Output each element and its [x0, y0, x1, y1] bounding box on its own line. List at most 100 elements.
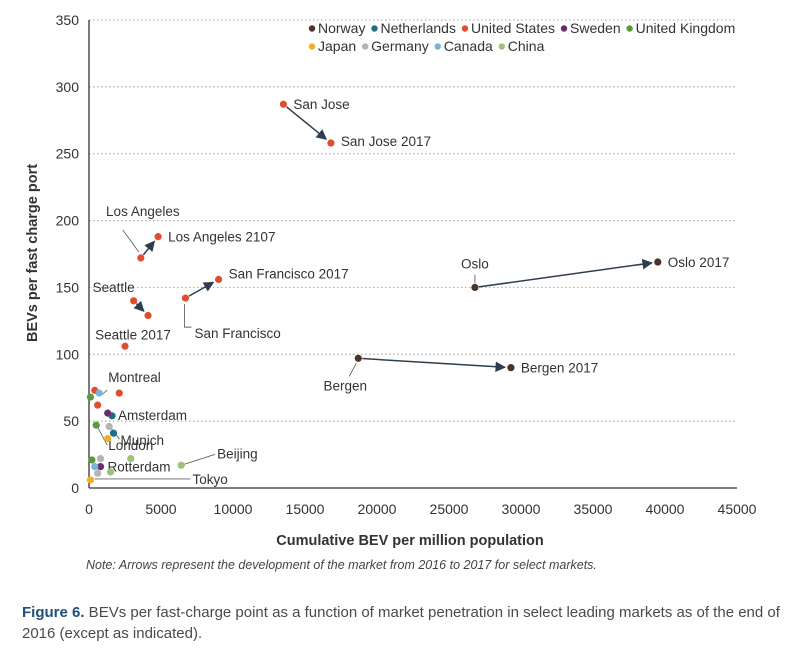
data-point: [96, 463, 105, 471]
point-label: San Francisco 2017: [229, 266, 349, 281]
x-tick-label: 0: [85, 501, 93, 517]
legend-label: Netherlands: [380, 20, 456, 36]
x-tick-label: 45000: [718, 501, 757, 517]
data-points: [86, 100, 662, 484]
point-label: Oslo: [461, 256, 489, 271]
trend-arrow: [188, 281, 215, 297]
figure-label: Figure 6.: [22, 604, 85, 621]
y-tick-label: 300: [56, 79, 80, 95]
x-tick-label: 40000: [646, 501, 685, 517]
label-leader: [348, 363, 357, 377]
data-point: [92, 421, 100, 429]
point-label: Oslo 2017: [668, 255, 730, 270]
legend-label: United States: [471, 20, 555, 36]
x-tick-label: 35000: [574, 501, 613, 517]
point-label: Amsterdam: [118, 408, 187, 423]
data-point: [95, 389, 103, 397]
x-axis-title: Cumulative BEV per million population: [276, 533, 543, 549]
data-point: [215, 275, 223, 284]
point-label: Seattle: [93, 280, 135, 295]
point-label: Beijing: [217, 446, 258, 461]
y-tick-label: 350: [56, 12, 80, 28]
legend-marker: [361, 43, 369, 50]
point-labels: San Jose San Jose 2017 Los Angeles Los Ange…: [93, 97, 730, 487]
data-point: [137, 254, 145, 262]
x-tick-label: 30000: [502, 501, 541, 517]
data-point: [121, 342, 129, 350]
label-leader: [184, 304, 192, 328]
legend-marker: [308, 25, 316, 32]
data-point: [144, 311, 152, 320]
axes: 0 50 100 150 200 250 300 350 0 5000 10000 15000 2000…: [56, 12, 757, 517]
trend-arrow: [362, 357, 506, 372]
point-label: London: [108, 438, 153, 453]
point-label: Montreal: [108, 370, 161, 385]
legend-marker: [308, 43, 316, 50]
scatter-chart: 0 50 100 150 200 250 300 350 0 5000 10000 15000 2000…: [25, 12, 757, 549]
legend-label: Canada: [444, 38, 493, 54]
legend-label: United Kingdom: [636, 20, 736, 36]
figure-caption-text: BEVs per fast-charge point as a function…: [22, 604, 780, 642]
point-label: San Jose: [293, 97, 349, 112]
legend-label: China: [508, 38, 545, 54]
point-label: Rotterdam: [108, 460, 171, 475]
point-label: Munich: [120, 433, 164, 448]
y-tick-label: 200: [56, 213, 80, 229]
data-point: [104, 409, 112, 417]
point-label: Los Angeles 2107: [168, 230, 275, 245]
point-label: Bergen 2017: [521, 361, 598, 376]
y-tick-label: 150: [56, 279, 80, 295]
legend-marker: [560, 25, 568, 32]
data-point: [91, 463, 99, 471]
data-point: [94, 401, 102, 409]
data-point: [471, 283, 479, 292]
data-point: [96, 454, 105, 463]
data-point: [507, 364, 515, 372]
y-tick-label: 250: [56, 146, 80, 162]
legend-marker: [371, 25, 378, 32]
figure-caption: Figure 6. BEVs per fast-charge point as …: [22, 602, 782, 644]
data-point: [109, 429, 118, 437]
point-label: Los Angeles: [106, 204, 180, 219]
chart-note: Note: Arrows represent the development o…: [86, 558, 597, 572]
legend-marker: [626, 25, 633, 32]
point-label: Tokyo: [192, 472, 227, 487]
trend-arrow: [286, 106, 328, 140]
data-point: [154, 233, 162, 241]
x-tick-label: 25000: [430, 501, 469, 517]
data-point: [107, 468, 115, 476]
data-point: [130, 297, 138, 305]
point-label: San Francisco: [194, 326, 280, 341]
data-point: [86, 476, 95, 484]
data-point: [654, 258, 662, 266]
data-point: [105, 422, 113, 431]
data-point: [327, 139, 335, 147]
data-point: [127, 454, 135, 463]
point-label: San Jose 2017: [341, 134, 431, 149]
data-point: [279, 100, 287, 108]
label-leader: [97, 427, 108, 446]
trend-arrow: [133, 300, 145, 312]
trend-arrow: [142, 240, 156, 256]
legend: Norway Netherlands United States Sweden Unit…: [308, 20, 736, 54]
data-point: [104, 434, 112, 443]
label-leader: [184, 453, 216, 465]
x-tick-label: 20000: [358, 501, 397, 517]
legend-marker: [434, 43, 441, 50]
label-leader: [122, 229, 140, 253]
legend-label: Japan: [318, 38, 356, 54]
data-point: [115, 389, 123, 397]
y-tick-label: 100: [56, 346, 80, 362]
data-point: [177, 461, 185, 469]
legend-marker: [498, 43, 505, 50]
arrows: [133, 106, 653, 372]
data-point: [354, 354, 362, 362]
x-tick-label: 5000: [145, 501, 176, 517]
point-label: Seattle 2017: [95, 328, 171, 343]
trend-arrow: [478, 258, 653, 288]
legend-label: Germany: [371, 38, 429, 54]
gridlines: [89, 19, 737, 422]
legend-marker: [461, 25, 469, 32]
x-tick-label: 10000: [214, 501, 253, 517]
data-point: [86, 393, 95, 401]
